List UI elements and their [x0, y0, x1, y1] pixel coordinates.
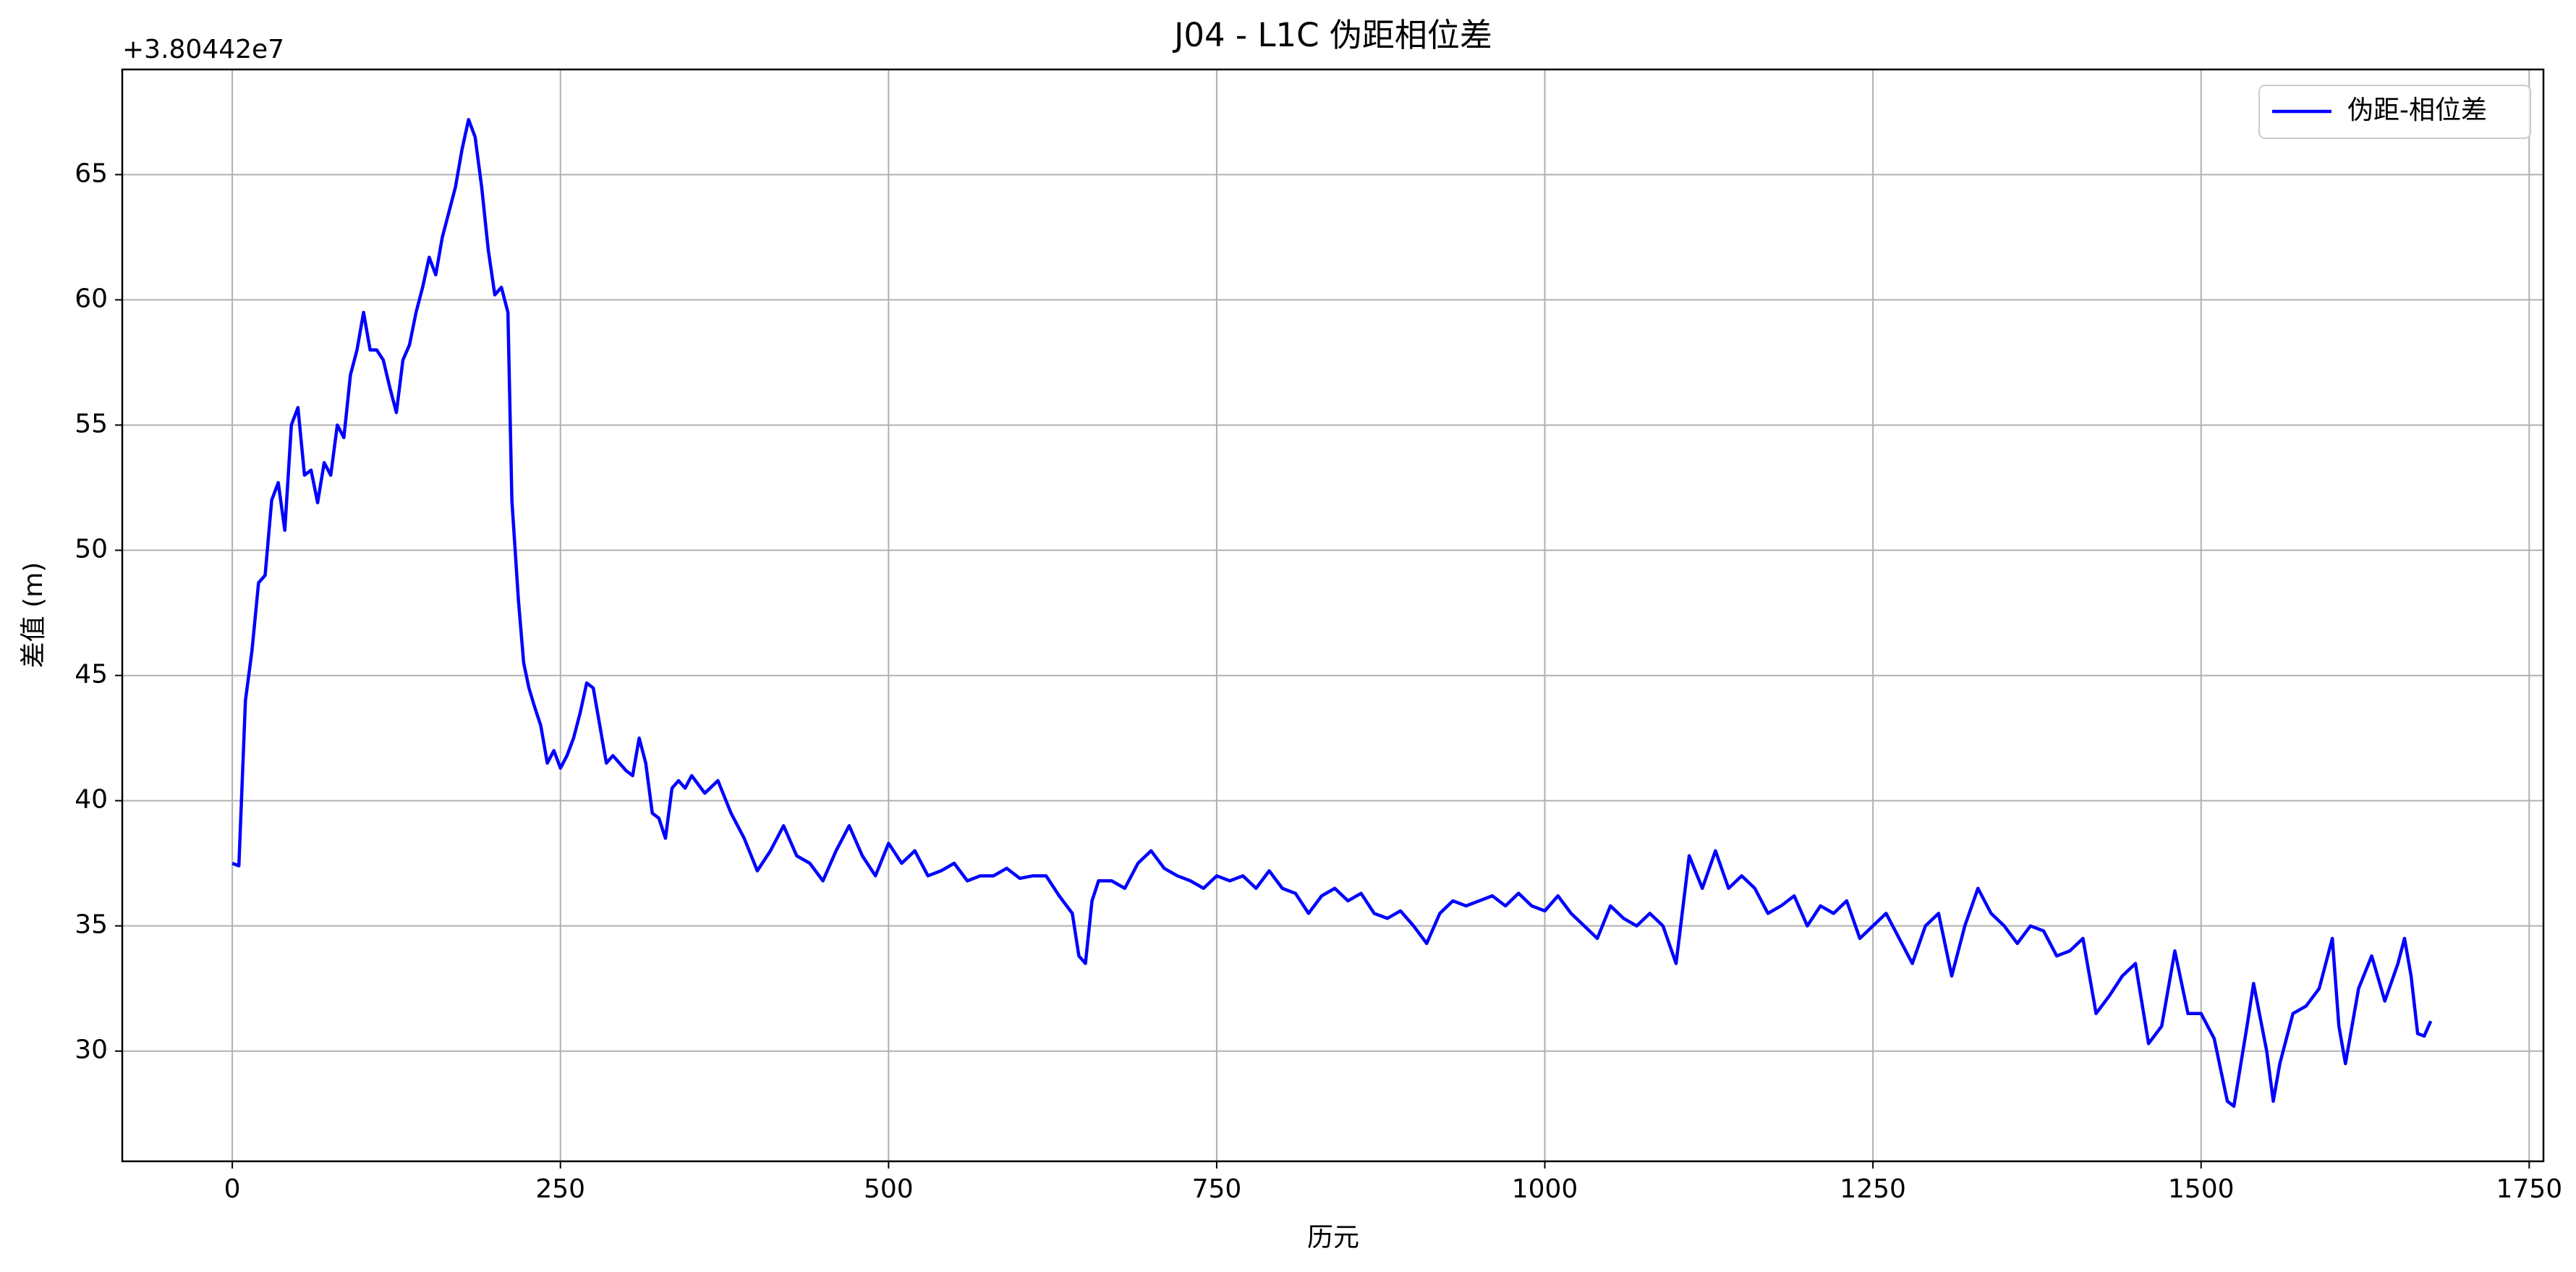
y-tick-label: 45	[75, 660, 108, 690]
data-line	[231, 117, 2433, 1108]
x-tick-label: 1750	[2496, 1174, 2563, 1204]
legend-box	[2258, 85, 2531, 139]
plot-frame	[121, 68, 2545, 1163]
y-offset-text: +3.80442e7	[122, 35, 284, 64]
y-tick-label: 65	[75, 158, 108, 188]
y-tick-label: 35	[75, 910, 108, 940]
x-tick-label: 1000	[1512, 1174, 1578, 1204]
x-tick-label: 250	[535, 1174, 585, 1204]
y-tick-label: 50	[75, 535, 108, 564]
y-tick-label: 30	[75, 1035, 108, 1065]
chart-title: J04 - L1C 伪距相位差	[1172, 16, 1492, 54]
y-tick-label: 60	[75, 284, 108, 313]
x-tick-label: 1500	[2168, 1174, 2235, 1204]
x-tick-label: 750	[1192, 1174, 1242, 1204]
x-axis-label: 历元	[1307, 1223, 1359, 1252]
x-tick-label: 0	[224, 1174, 241, 1204]
x-tick-label: 1250	[1840, 1174, 1906, 1204]
y-tick-label: 40	[75, 785, 108, 815]
y-tick-label: 55	[75, 409, 108, 438]
x-tick-label: 500	[864, 1174, 914, 1204]
legend-label: 伪距-相位差	[2347, 96, 2487, 125]
y-axis-label: 差值 (m)	[19, 562, 48, 669]
